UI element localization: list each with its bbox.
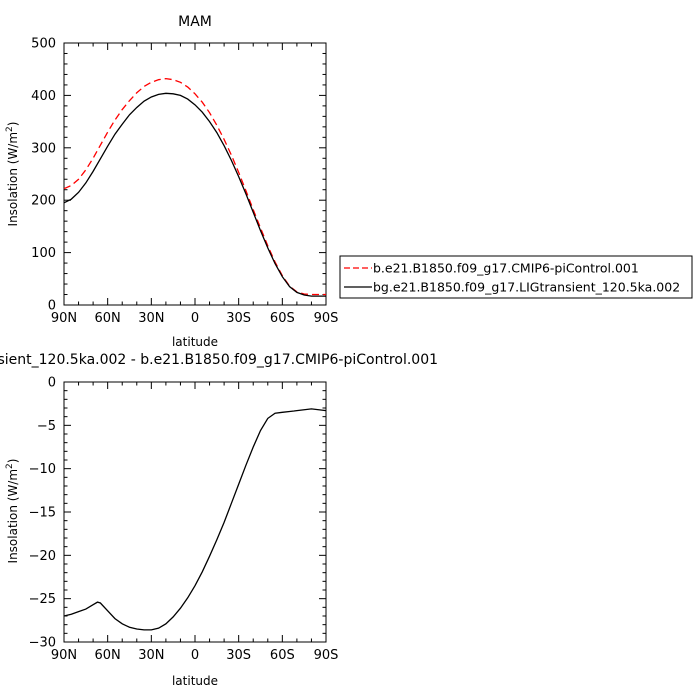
bottom-y-tick-label: −15 [29, 506, 56, 521]
top-x-tick-label: 0 [191, 311, 199, 326]
top-y-axis-title: Insolation (W/m2) [5, 122, 20, 227]
top-x-tick-label: 60S [270, 311, 295, 326]
top-x-tick-label: 60N [95, 311, 121, 326]
legend-label-2: bg.e21.B1850.f09_g17.LIGtransient_120.5k… [373, 280, 680, 295]
bottom-x-tick-label: 60S [270, 648, 295, 663]
bottom-y-tick-label: −25 [29, 592, 56, 607]
top-x-axis-title: latitude [172, 335, 218, 349]
top-y-tick-label: 400 [31, 89, 56, 104]
bottom-x-tick-label: 30S [226, 648, 251, 663]
top-chart: MAM 90N 60N 30N 0 30S 60S 90S0100200300400500 … [5, 14, 338, 349]
legend-label-1: b.e21.B1850.f09_g17.CMIP6-piControl.001 [373, 261, 639, 276]
bottom-x-tick-label: 0 [191, 648, 199, 663]
top-chart-title: MAM [178, 14, 212, 30]
bottom-series-line-1 [63, 408, 327, 631]
top-y-tick-label: 100 [31, 246, 56, 261]
top-y-tick-label: 300 [31, 141, 56, 156]
bottom-x-tick-label: 30N [138, 648, 164, 663]
bottom-y-tick-label: −10 [29, 462, 56, 477]
top-x-tick-label: 30N [138, 311, 164, 326]
bottom-y-tick-label: −5 [37, 419, 56, 434]
top-x-tick-label: 30S [226, 311, 251, 326]
bottom-y-axis-title: Insolation (W/m2) [5, 459, 20, 564]
bottom-y-tick-label: −30 [29, 636, 56, 651]
bottom-x-axis-title: latitude [172, 674, 218, 688]
top-plot-area: 90N 60N 30N 0 30S 60S 90S 0 100 200 300 400 500 [31, 37, 338, 327]
bottom-x-tick-label: 90N [51, 648, 77, 663]
top-y-tick-label: 0 [48, 299, 56, 314]
top-series-line-2 [63, 92, 326, 297]
top-y-tick-label: 500 [31, 37, 56, 52]
top-series-line-1 [63, 77, 326, 296]
top-x-tick-label: 90S [314, 311, 339, 326]
legend: b.e21.B1850.f09_g17.CMIP6-piControl.001b… [339, 255, 693, 299]
bottom-plot-area: 90N 60N 30N 0 30S 60S 90S 0 −5 −10 −15 −20 −25 −30 [29, 376, 339, 664]
top-x-tick-label: 90N [51, 311, 77, 326]
top-y-tick-label: 200 [31, 194, 56, 209]
top-plot-frame [63, 42, 327, 306]
bottom-chart-title: LIGtransient_120.5ka.002 - b.e21.B1850.f… [0, 352, 438, 368]
bottom-y-tick-label: −20 [29, 549, 56, 564]
bottom-chart: LIGtransient_120.5ka.002 - b.e21.B1850.f… [0, 352, 438, 688]
legend-box [339, 255, 693, 299]
bottom-y-tick-label: 0 [48, 376, 56, 391]
bottom-plot-frame [63, 381, 327, 643]
bottom-x-tick-label: 60N [95, 648, 121, 663]
bottom-x-tick-label: 90S [314, 648, 339, 663]
